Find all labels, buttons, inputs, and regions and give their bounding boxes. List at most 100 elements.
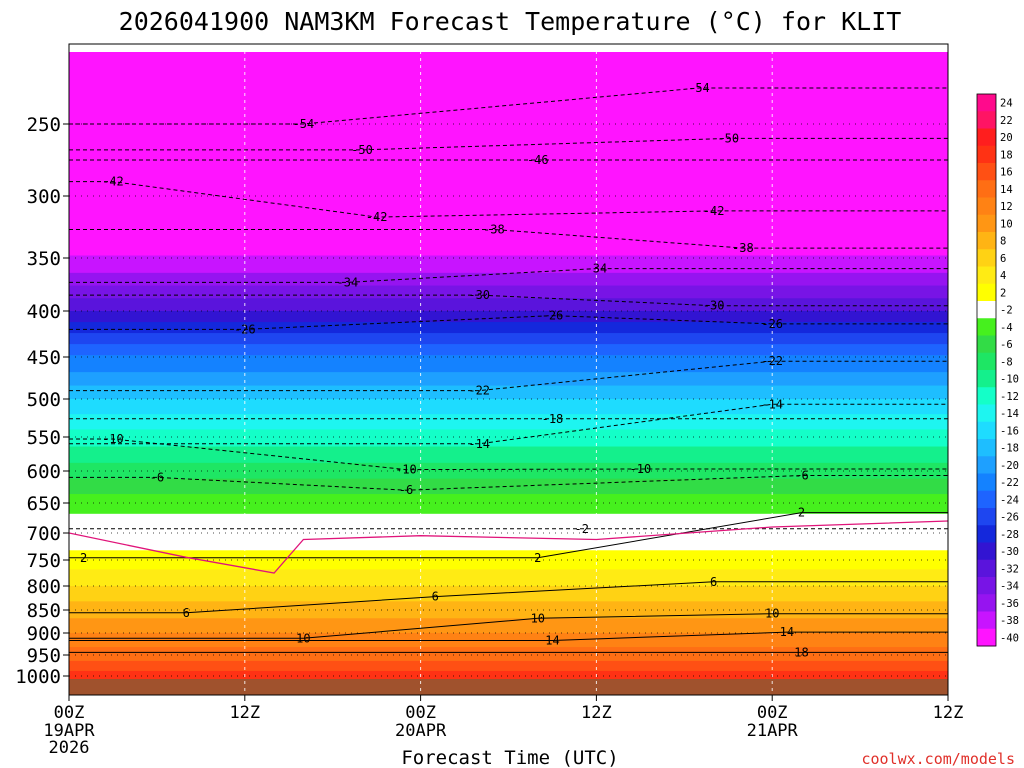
temperature-band [69, 496, 948, 500]
temperature-band [69, 318, 948, 323]
contour-label: -42 [102, 175, 124, 189]
contour-label: -42 [366, 210, 388, 224]
plot-frame [68, 43, 949, 696]
temperature-band [69, 240, 948, 247]
temperature-band [69, 620, 948, 623]
temperature-band [69, 539, 948, 543]
temperature-band [69, 446, 948, 450]
temperature-band [69, 408, 948, 412]
temperature-band [69, 178, 948, 186]
temperature-band [69, 481, 948, 485]
colorbar-label: -6 [1000, 339, 1013, 351]
temperature-band [69, 523, 948, 527]
y-tick-label: 400 [27, 301, 61, 323]
colorbar-label: -24 [1000, 494, 1019, 506]
temperature-band [69, 225, 948, 232]
temperature-band [69, 657, 948, 660]
temperature-band [69, 385, 948, 390]
colorbar-label: -22 [1000, 477, 1019, 489]
contour-label: -38 [732, 241, 754, 255]
colorbar-label: 2 [1000, 287, 1006, 299]
temperature-band [69, 501, 948, 505]
contour-label: 2 [798, 506, 805, 520]
colorbar-label: 14 [1000, 184, 1013, 196]
temperature-band [69, 672, 948, 675]
contour-label: 10 [531, 611, 545, 625]
temperature-band [69, 634, 948, 638]
temperature-band [69, 674, 948, 677]
temperature-band [69, 395, 948, 400]
temperature-band [69, 537, 948, 541]
colorbar-label: -40 [1000, 632, 1019, 644]
colorbar-swatch [977, 542, 996, 561]
temperature-band [69, 402, 948, 406]
isotherm-contour [69, 403, 948, 445]
colorbar-swatch [977, 456, 996, 474]
temperature-band [69, 488, 948, 493]
temperature-band [69, 351, 948, 356]
temperature-band [69, 521, 948, 524]
isotherm-contour [69, 181, 948, 218]
temperature-band [69, 471, 948, 475]
colorbar-label: 12 [1000, 201, 1013, 213]
x-tick-date-label: 21APR [747, 721, 799, 741]
temperature-band [69, 652, 948, 655]
temperature-band [69, 569, 948, 573]
contour-label: 6 [432, 590, 439, 604]
temperature-band [69, 329, 948, 334]
y-tick-label: 450 [27, 347, 61, 369]
source-credit[interactable]: coolwx.com/models [861, 750, 1015, 768]
isotherm-contour [69, 87, 948, 125]
y-tick-label: 750 [27, 550, 61, 572]
temperature-band [69, 530, 948, 534]
temperature-band [69, 277, 948, 282]
temperature-band [69, 610, 948, 614]
temperature-band [69, 494, 948, 498]
temperature-band [69, 230, 948, 237]
colorbar-label: 18 [1000, 149, 1013, 161]
temperature-band [69, 311, 948, 316]
temperature-band [69, 86, 948, 93]
contour-label: 2 [534, 551, 541, 565]
contour-lines [69, 87, 948, 653]
temperature-band [69, 285, 948, 291]
x-tick-label: 12Z [581, 703, 612, 723]
contour-label: 14 [545, 633, 559, 647]
temperature-band [69, 190, 948, 197]
temperature-band [69, 220, 948, 227]
temperature-band [69, 643, 948, 646]
temperature-band [69, 476, 948, 480]
colorbar-swatch [977, 318, 996, 336]
temperature-band [69, 98, 948, 105]
colorbar-label: 4 [1000, 270, 1006, 282]
colorbar-swatch [977, 335, 996, 354]
y-axis: 2503003504004505005506006507007508008509… [15, 114, 69, 688]
contour-label: -6 [794, 468, 808, 482]
temperature-band [69, 336, 948, 342]
grid-lines [69, 44, 948, 695]
temperature-band [69, 235, 948, 242]
temperature-band [69, 411, 948, 415]
colorbar-swatch [977, 214, 996, 233]
temperature-band [69, 473, 948, 477]
temperature-band [69, 677, 948, 680]
colorbar-label: 6 [1000, 253, 1006, 265]
isotherm-contour [69, 315, 948, 330]
contour-label: -22 [468, 384, 490, 398]
colorbar-label: -36 [1000, 598, 1019, 610]
temperature-band [69, 554, 948, 558]
temperature-band [69, 638, 948, 641]
isotherm-contour [69, 475, 948, 491]
x-tick-label: 12Z [933, 703, 964, 723]
y-tick-label: 550 [27, 427, 61, 449]
temperature-band [69, 629, 948, 632]
temperature-band [69, 268, 948, 274]
temperature-band [69, 109, 948, 116]
temperature-band [69, 597, 948, 601]
temperature-band [69, 388, 948, 393]
temperature-band [69, 417, 948, 421]
temperature-band [69, 577, 948, 581]
temperature-band [69, 609, 948, 612]
temperature-band [69, 149, 948, 157]
